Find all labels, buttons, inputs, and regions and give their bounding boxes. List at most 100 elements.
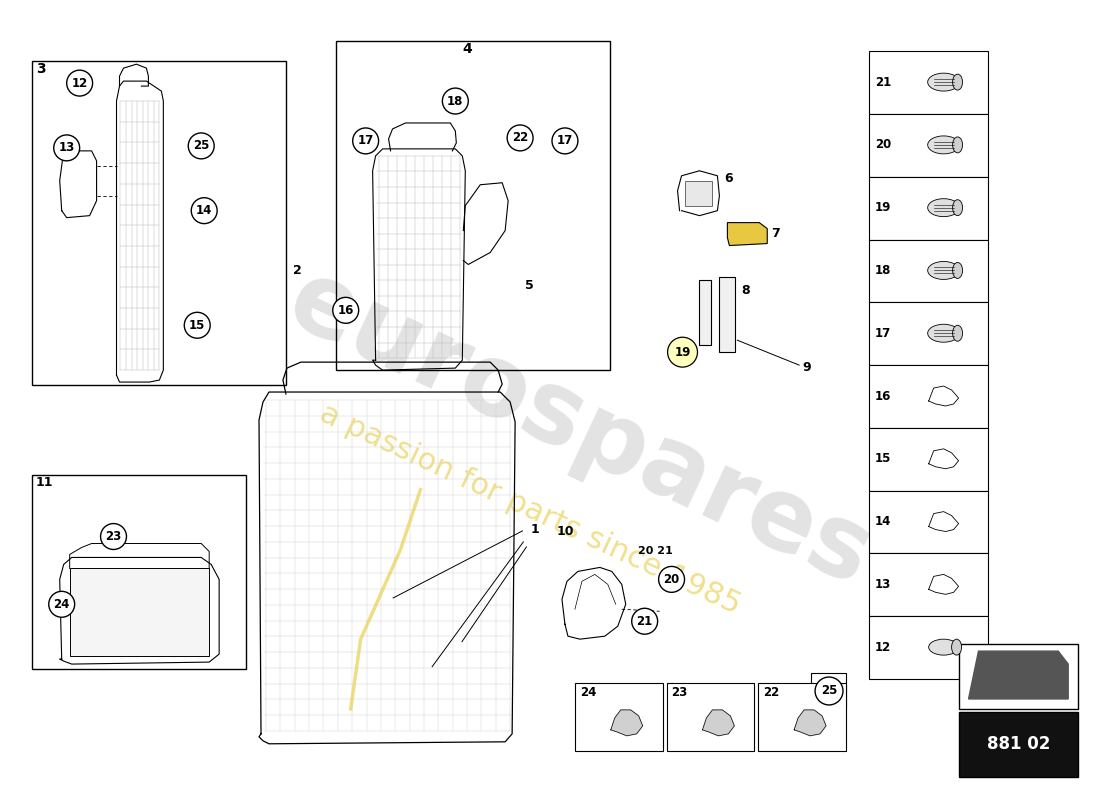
Bar [336, 42, 609, 370]
Circle shape [185, 312, 210, 338]
Text: 19: 19 [674, 346, 691, 358]
Text: 5: 5 [525, 279, 533, 292]
Text: 12: 12 [874, 641, 891, 654]
Circle shape [100, 523, 126, 550]
Circle shape [442, 88, 469, 114]
Text: 20: 20 [663, 573, 680, 586]
Bar [869, 114, 989, 177]
Bar [869, 616, 989, 679]
Bar [69, 569, 209, 656]
Text: 18: 18 [874, 264, 891, 277]
Circle shape [188, 133, 214, 159]
Circle shape [333, 298, 359, 323]
Text: 15: 15 [874, 452, 891, 466]
Bar [869, 177, 989, 239]
Text: 25: 25 [821, 685, 837, 698]
Text: 881 02: 881 02 [987, 735, 1050, 753]
Ellipse shape [952, 639, 961, 655]
Text: 8: 8 [741, 284, 750, 297]
Circle shape [659, 566, 684, 592]
Text: 20: 20 [874, 138, 891, 151]
Text: 7: 7 [771, 227, 780, 240]
Bar [958, 644, 1078, 709]
Text: 21: 21 [874, 76, 891, 89]
Bar [700, 281, 712, 345]
Text: 6: 6 [725, 172, 733, 186]
Text: 1: 1 [530, 523, 539, 536]
Circle shape [353, 128, 378, 154]
Bar [869, 490, 989, 554]
Circle shape [668, 338, 697, 367]
Ellipse shape [927, 136, 959, 154]
Text: 18: 18 [447, 94, 463, 107]
Bar [32, 474, 246, 669]
Text: 23: 23 [106, 530, 122, 543]
Ellipse shape [953, 137, 962, 153]
Text: 9: 9 [802, 361, 811, 374]
Bar [719, 278, 736, 352]
Polygon shape [794, 710, 826, 736]
Ellipse shape [953, 200, 962, 216]
Text: 2: 2 [293, 264, 301, 277]
Bar [869, 302, 989, 365]
Bar [811, 673, 846, 708]
Text: 3: 3 [36, 62, 45, 76]
Ellipse shape [953, 326, 962, 342]
Polygon shape [727, 222, 767, 246]
Polygon shape [610, 710, 642, 736]
Text: eurospares: eurospares [273, 252, 887, 607]
Ellipse shape [928, 639, 958, 655]
Text: 17: 17 [358, 134, 374, 147]
Text: a passion for parts since 1985: a passion for parts since 1985 [315, 399, 745, 620]
Circle shape [191, 198, 217, 224]
Text: 13: 13 [58, 142, 75, 154]
Bar [958, 712, 1078, 777]
Text: 24: 24 [580, 686, 596, 699]
Circle shape [54, 135, 79, 161]
Text: 17: 17 [874, 326, 891, 340]
Text: 13: 13 [874, 578, 891, 591]
Bar [684, 181, 713, 206]
Text: 22: 22 [512, 131, 528, 145]
Ellipse shape [953, 262, 962, 278]
Ellipse shape [953, 74, 962, 90]
Text: 12: 12 [72, 77, 88, 90]
Text: 20 21: 20 21 [638, 546, 672, 557]
Text: 22: 22 [763, 686, 780, 699]
Bar [758, 683, 846, 750]
Circle shape [815, 677, 843, 705]
Text: 25: 25 [192, 139, 209, 152]
Bar [869, 554, 989, 616]
Ellipse shape [927, 324, 959, 342]
Circle shape [67, 70, 92, 96]
Text: 11: 11 [36, 476, 53, 490]
Text: 10: 10 [557, 525, 574, 538]
Text: 14: 14 [196, 204, 212, 217]
Text: 16: 16 [874, 390, 891, 402]
Polygon shape [703, 710, 735, 736]
Text: 4: 4 [462, 42, 472, 56]
Ellipse shape [927, 198, 959, 217]
Circle shape [552, 128, 578, 154]
Text: 19: 19 [874, 201, 891, 214]
Polygon shape [968, 651, 1068, 699]
Bar [869, 239, 989, 302]
Ellipse shape [927, 262, 959, 279]
Ellipse shape [927, 73, 959, 91]
Bar [575, 683, 662, 750]
Bar [32, 61, 286, 385]
Text: 17: 17 [557, 134, 573, 147]
Text: 16: 16 [338, 304, 354, 317]
Bar [667, 683, 755, 750]
Circle shape [507, 125, 534, 151]
Circle shape [631, 608, 658, 634]
Bar [869, 51, 989, 114]
Circle shape [48, 591, 75, 618]
Bar [869, 365, 989, 428]
Text: 14: 14 [874, 515, 891, 528]
Text: 15: 15 [189, 318, 206, 332]
Text: 24: 24 [54, 598, 70, 610]
Bar [869, 428, 989, 490]
Text: 23: 23 [672, 686, 688, 699]
Text: 21: 21 [637, 614, 652, 628]
